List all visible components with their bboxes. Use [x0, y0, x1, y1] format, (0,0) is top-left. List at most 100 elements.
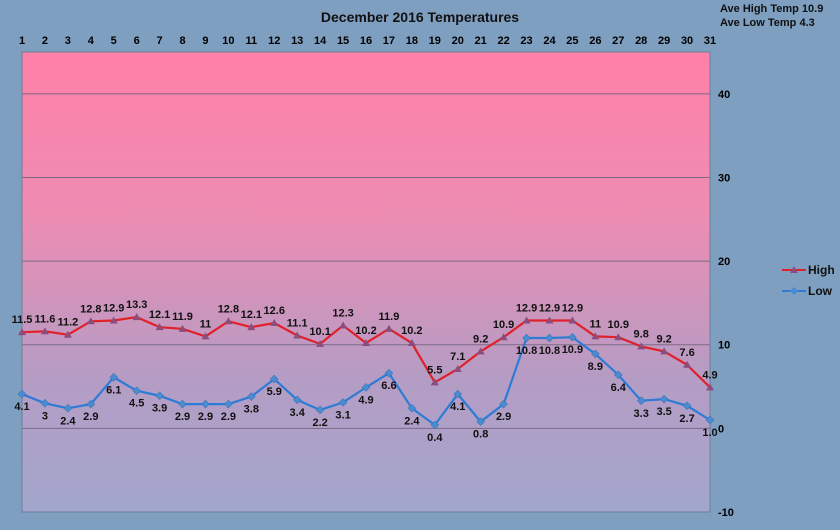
high-point	[614, 333, 623, 341]
low-point	[86, 399, 96, 409]
ave-high-summary: Ave High Temp 10.9	[720, 3, 823, 15]
x-tick-label: 12	[268, 35, 280, 47]
low-point	[246, 392, 256, 401]
low-point	[705, 415, 715, 425]
high-point	[591, 332, 600, 340]
high-data-label: 11	[590, 318, 602, 330]
x-tick-label: 14	[314, 35, 327, 47]
legend-marker-high	[790, 266, 798, 273]
low-data-label: 2.9	[198, 411, 213, 423]
low-point	[132, 386, 142, 396]
high-data-label: 12.1	[241, 309, 262, 321]
x-tick-label: 24	[543, 35, 556, 47]
high-point	[430, 378, 439, 386]
low-data-label: 3.8	[244, 404, 259, 416]
legend-label-low: Low	[808, 284, 833, 298]
chart-title: December 2016 Temperatures	[321, 9, 519, 25]
high-data-label: 10.9	[493, 319, 514, 331]
low-point	[292, 395, 302, 405]
x-tick-label: 31	[704, 35, 716, 47]
x-tick-label: 9	[202, 35, 208, 47]
low-point	[613, 370, 623, 380]
high-point	[18, 328, 26, 336]
low-point	[269, 374, 279, 384]
x-axis-ticks: 1 2 3 4 5 6 7 8 9 10 11 12 13 14 15 16 17 18 19 20 21 22 23 24 2…	[19, 35, 716, 47]
high-point	[476, 347, 485, 355]
x-tick-label: 23	[520, 35, 532, 47]
x-tick-label: 4	[88, 35, 95, 47]
high-data-label: 12.1	[149, 309, 170, 321]
low-point	[384, 368, 394, 378]
low-point	[40, 398, 50, 408]
low-data-label: 2.9	[175, 411, 190, 423]
y-tick-label: 10	[718, 340, 730, 352]
high-point	[637, 342, 646, 350]
low-point	[476, 417, 486, 427]
low-point	[178, 399, 187, 409]
x-tick-label: 13	[291, 35, 303, 47]
x-tick-label: 30	[681, 35, 693, 47]
y-tick-label: 0	[718, 423, 724, 435]
low-data-label: 4.1	[14, 401, 29, 413]
high-point	[316, 339, 325, 347]
low-data-label: 6.6	[381, 380, 396, 392]
legend-marker-low	[790, 287, 798, 295]
low-data-label: 6.1	[106, 384, 121, 396]
high-point	[224, 317, 233, 325]
x-tick-label: 21	[475, 35, 487, 47]
low-point	[361, 383, 371, 392]
low-data-label: 2.9	[221, 411, 236, 423]
low-point	[109, 372, 119, 382]
high-data-label: 9.2	[473, 333, 488, 345]
high-data-label: 11	[200, 318, 212, 330]
low-data-label: 2.4	[60, 415, 76, 427]
plot-area	[21, 51, 711, 513]
low-data-label: 3.5	[656, 406, 671, 418]
x-tick-label: 7	[157, 35, 163, 47]
high-data-label: 11.6	[35, 313, 56, 325]
low-data-label: 10.8	[516, 345, 537, 357]
high-point	[499, 333, 508, 341]
high-data-label: 12.6	[264, 305, 285, 317]
low-data-label: 2.7	[679, 413, 694, 425]
high-point	[706, 383, 714, 391]
high-point	[453, 364, 462, 372]
low-point	[682, 401, 692, 411]
x-tick-label: 3	[65, 35, 71, 47]
low-data-label: 3.4	[290, 407, 306, 419]
high-data-label: 12.9	[539, 302, 560, 314]
low-point	[201, 399, 210, 409]
x-tick-label: 27	[612, 35, 624, 47]
low-data-label: 0.8	[473, 429, 488, 441]
low-data-label: 10.8	[539, 345, 560, 357]
y-tick-label: 40	[718, 89, 730, 101]
y-axis-ticks: -10 0 10 20 30 40	[718, 89, 734, 519]
high-data-label: 12.8	[80, 303, 101, 315]
low-data-label: 3.1	[335, 409, 350, 421]
x-tick-label: 8	[179, 35, 185, 47]
low-data-label: 4.1	[450, 401, 465, 413]
high-point	[155, 323, 164, 331]
high-point	[407, 339, 416, 347]
low-data-label: 3	[42, 410, 48, 422]
high-data-label: 4.9	[702, 369, 717, 381]
low-point	[224, 399, 233, 409]
high-point	[683, 360, 692, 368]
low-point	[590, 349, 600, 359]
high-data-label: 12.3	[332, 307, 353, 319]
x-tick-label: 1	[19, 35, 25, 47]
high-data-label: 12.9	[562, 302, 583, 314]
x-tick-label: 29	[658, 35, 670, 47]
high-point	[522, 316, 531, 324]
high-point	[362, 339, 370, 347]
high-data-label: 7.1	[450, 351, 465, 363]
high-data-label: 11.9	[379, 311, 400, 323]
low-data-label: 1.0	[702, 427, 717, 439]
series-layer	[17, 313, 715, 430]
high-point	[660, 347, 669, 355]
high-data-label: 9.8	[634, 328, 649, 340]
x-tick-label: 18	[406, 35, 418, 47]
x-tick-label: 5	[111, 35, 117, 47]
